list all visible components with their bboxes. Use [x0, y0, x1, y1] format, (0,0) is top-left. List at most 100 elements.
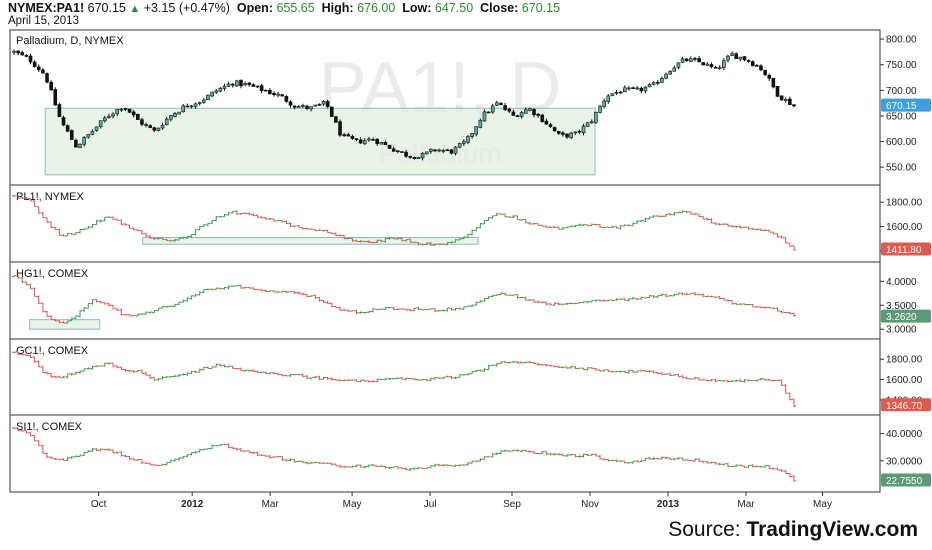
candle-body — [189, 105, 194, 108]
candle-body — [453, 146, 458, 154]
candle-body — [577, 130, 582, 133]
candle-body — [272, 92, 276, 95]
candle-body — [470, 133, 474, 137]
candle-body — [12, 50, 16, 53]
candle-body — [197, 102, 202, 104]
candle-body — [263, 89, 268, 92]
candle-body — [412, 156, 417, 159]
highlight-box — [29, 319, 101, 330]
candle-body — [660, 78, 664, 83]
candle-body — [82, 137, 86, 145]
y-tick-label: 4.0000 — [886, 277, 917, 288]
candle-body — [354, 138, 359, 140]
candle-body — [606, 95, 611, 102]
x-tick-label: 2013 — [657, 499, 680, 510]
last-price-tag — [881, 98, 931, 112]
candle-body — [115, 108, 119, 114]
candle-body — [684, 58, 689, 62]
symbol: NYMEX:PA1! — [8, 1, 85, 15]
open-label: Open: — [236, 1, 273, 15]
x-tick-label: 2012 — [181, 499, 204, 510]
candle-body — [594, 111, 598, 123]
candle-body — [507, 108, 512, 112]
chart-frame — [9, 29, 881, 493]
last-price-tag — [881, 398, 931, 412]
candle-body — [338, 121, 342, 136]
candle-body — [775, 85, 780, 97]
candle-body — [185, 105, 190, 108]
candle-body — [78, 143, 82, 148]
candle-body — [680, 58, 685, 63]
candle-body — [635, 87, 639, 90]
candle-body — [462, 141, 466, 144]
candle-body — [449, 149, 454, 154]
candle-body — [511, 111, 516, 116]
last-price-tag — [881, 309, 931, 323]
x-tick-label: Sep — [503, 499, 521, 510]
candle-body — [102, 117, 107, 122]
candle-body — [144, 124, 148, 126]
candle-body — [668, 71, 672, 75]
candle-body — [20, 52, 25, 56]
candle-body — [239, 79, 243, 87]
x-tick-label: Nov — [581, 499, 599, 510]
candle-body — [53, 89, 58, 106]
candle-body — [441, 150, 446, 152]
candle-body — [259, 85, 264, 92]
candle-body — [375, 138, 379, 144]
candle-body — [243, 83, 247, 86]
last-price-label: 22.7550 — [886, 476, 923, 487]
candle-body — [288, 101, 293, 106]
candle-body — [156, 127, 161, 131]
candle-body — [499, 103, 503, 105]
candle-body — [622, 87, 627, 93]
candle-body — [581, 125, 586, 134]
candle-body — [94, 126, 99, 131]
candle-body — [301, 105, 305, 107]
candle-body — [404, 151, 408, 157]
candle-body — [164, 118, 169, 126]
x-tick-label: Mar — [737, 499, 755, 510]
candle-body — [478, 120, 483, 128]
candle-body — [408, 156, 412, 158]
candle-body — [98, 120, 103, 128]
candle-body — [111, 113, 115, 117]
candle-body — [792, 104, 796, 107]
x-tick-label: Jul — [424, 499, 437, 510]
candle-body — [544, 120, 549, 125]
candle-body — [74, 139, 78, 148]
candle-body — [709, 64, 714, 68]
candle-body — [519, 112, 524, 117]
candle-body — [552, 127, 557, 132]
y-tick-label: 1800.00 — [886, 198, 923, 209]
candle-body — [713, 66, 718, 69]
candle-body — [230, 83, 235, 86]
candle-body — [466, 136, 470, 143]
candle-body — [734, 53, 739, 59]
candle-body — [783, 99, 788, 101]
change: +3.15 (+0.47%) — [143, 1, 230, 15]
candle-body — [738, 56, 743, 60]
candle-body — [503, 105, 507, 110]
candle-body — [305, 105, 309, 109]
candle-body — [235, 80, 239, 87]
candle-body — [202, 99, 206, 103]
candle-body — [342, 134, 346, 136]
candle-body — [693, 58, 697, 60]
candle-body — [664, 73, 668, 79]
candle-body — [416, 156, 421, 160]
candle-body — [457, 143, 462, 148]
candle-body — [160, 124, 165, 129]
candle-body — [490, 105, 495, 113]
pane-title: HG1!, COMEX — [16, 268, 89, 280]
candle-body — [329, 106, 334, 117]
y-tick-label: 700.00 — [886, 86, 917, 97]
candle-body — [24, 55, 29, 57]
candle-body — [16, 50, 20, 54]
candle-body — [206, 94, 210, 100]
y-tick-label: 3.5000 — [886, 301, 917, 312]
candle-body — [433, 149, 437, 152]
candle-body — [36, 66, 41, 71]
x-tick-label: May — [813, 499, 832, 510]
